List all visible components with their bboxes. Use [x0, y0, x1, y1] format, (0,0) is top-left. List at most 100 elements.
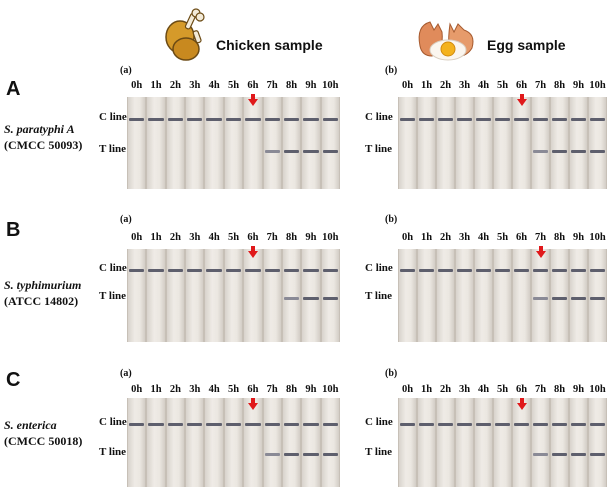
t-line-band: [590, 150, 605, 153]
hour-label: 2h: [439, 80, 452, 91]
test-strip: [513, 97, 530, 189]
hour-label: 7h: [266, 384, 278, 395]
test-strip: [570, 97, 587, 189]
c-line-band: [476, 269, 491, 272]
red-arrow-down-icon: [535, 251, 546, 258]
hour-label: 4h: [208, 232, 220, 243]
t-line-band: [322, 453, 338, 456]
species-name: S. typhimurium: [4, 278, 82, 292]
t-line-band: [303, 297, 319, 300]
hour-label: 9h: [305, 80, 317, 91]
c-line-band: [514, 118, 529, 121]
hour-label: 0h: [131, 80, 143, 91]
hour-label: 3h: [458, 232, 471, 243]
t-line-label: T line: [365, 290, 393, 302]
test-strip: [205, 97, 223, 189]
test-strip: [532, 249, 549, 342]
c-line-band: [438, 118, 453, 121]
red-arrow-down-icon: [247, 99, 258, 106]
test-strip: [513, 398, 530, 487]
c-line-band: [533, 423, 548, 426]
hour-label: 7h: [534, 80, 547, 91]
red-arrow-down-icon: [516, 99, 527, 106]
panel-sub-label: (a): [120, 368, 132, 379]
c-line-band: [148, 423, 164, 426]
test-strip: [166, 97, 185, 189]
red-arrow-stem: [250, 94, 255, 99]
panel-sub-label: (b): [385, 65, 398, 76]
hour-label: 2h: [169, 80, 181, 91]
cracked-egg-icon: [418, 21, 474, 61]
test-strip: [475, 398, 492, 487]
c-line-band: [571, 423, 586, 426]
hour-label: 8h: [553, 232, 566, 243]
c-line-label: C line: [99, 262, 127, 274]
test-strip: [494, 398, 511, 487]
c-line-band: [264, 118, 280, 121]
test-strip: [128, 249, 146, 342]
hour-label: 6h: [515, 384, 528, 395]
hour-label: 2h: [439, 384, 452, 395]
c-line-band: [495, 269, 510, 272]
t-line-band: [533, 297, 548, 300]
test-strip: [551, 398, 568, 487]
test-strip-panel: [398, 97, 607, 189]
t-line-label: T line: [365, 446, 393, 458]
c-line-band: [552, 118, 567, 121]
c-line-band: [457, 423, 472, 426]
c-line-band: [148, 118, 164, 121]
hour-label: 9h: [572, 80, 585, 91]
c-line-band: [283, 269, 300, 272]
hour-label: 2h: [169, 384, 181, 395]
test-strip: [437, 249, 454, 342]
c-line-band: [167, 269, 184, 272]
hour-label: 7h: [266, 80, 278, 91]
hour-label: 6h: [247, 384, 259, 395]
t-line-label: T line: [99, 143, 127, 155]
c-line-band: [400, 269, 415, 272]
hour-label: 9h: [305, 384, 317, 395]
c-line-band: [129, 423, 145, 426]
test-strip: [147, 249, 165, 342]
test-strip: [456, 97, 473, 189]
hour-label: 5h: [227, 384, 240, 395]
c-line-band: [264, 423, 280, 426]
test-strip: [244, 398, 262, 487]
panel-sub-label: (a): [120, 214, 132, 225]
test-strip: [551, 249, 568, 342]
hour-label: 6h: [515, 232, 528, 243]
t-line-band: [533, 150, 548, 153]
hour-label: 6h: [247, 232, 259, 243]
test-strip: [494, 249, 511, 342]
test-strip: [244, 249, 262, 342]
c-line-band: [187, 269, 203, 272]
hour-label: 0h: [131, 232, 143, 243]
red-arrow-down-icon: [516, 403, 527, 410]
t-line-band: [264, 453, 280, 456]
hour-label: 4h: [477, 232, 490, 243]
c-line-band: [590, 423, 605, 426]
hour-label: 1h: [150, 80, 162, 91]
test-strip: [282, 97, 301, 189]
hour-label: 4h: [208, 80, 220, 91]
test-strip: [205, 398, 223, 487]
test-strip: [186, 398, 204, 487]
test-strip: [224, 249, 243, 342]
t-line-band: [283, 453, 300, 456]
hour-label: 4h: [208, 384, 220, 395]
hour-label: 10h: [322, 232, 339, 243]
t-line-band: [322, 297, 338, 300]
red-arrow-stem: [250, 246, 255, 251]
hour-label: 3h: [189, 232, 201, 243]
test-strip: [532, 97, 549, 189]
c-line-label: C line: [365, 111, 393, 123]
row-letter-b: B: [6, 219, 21, 241]
c-line-band: [476, 423, 491, 426]
panel-sub-label: (a): [120, 65, 132, 76]
test-strip: [513, 249, 530, 342]
c-line-band: [225, 423, 242, 426]
hour-label: 1h: [420, 384, 433, 395]
test-strip: [244, 97, 262, 189]
c-line-band: [495, 423, 510, 426]
test-strip: [570, 249, 587, 342]
